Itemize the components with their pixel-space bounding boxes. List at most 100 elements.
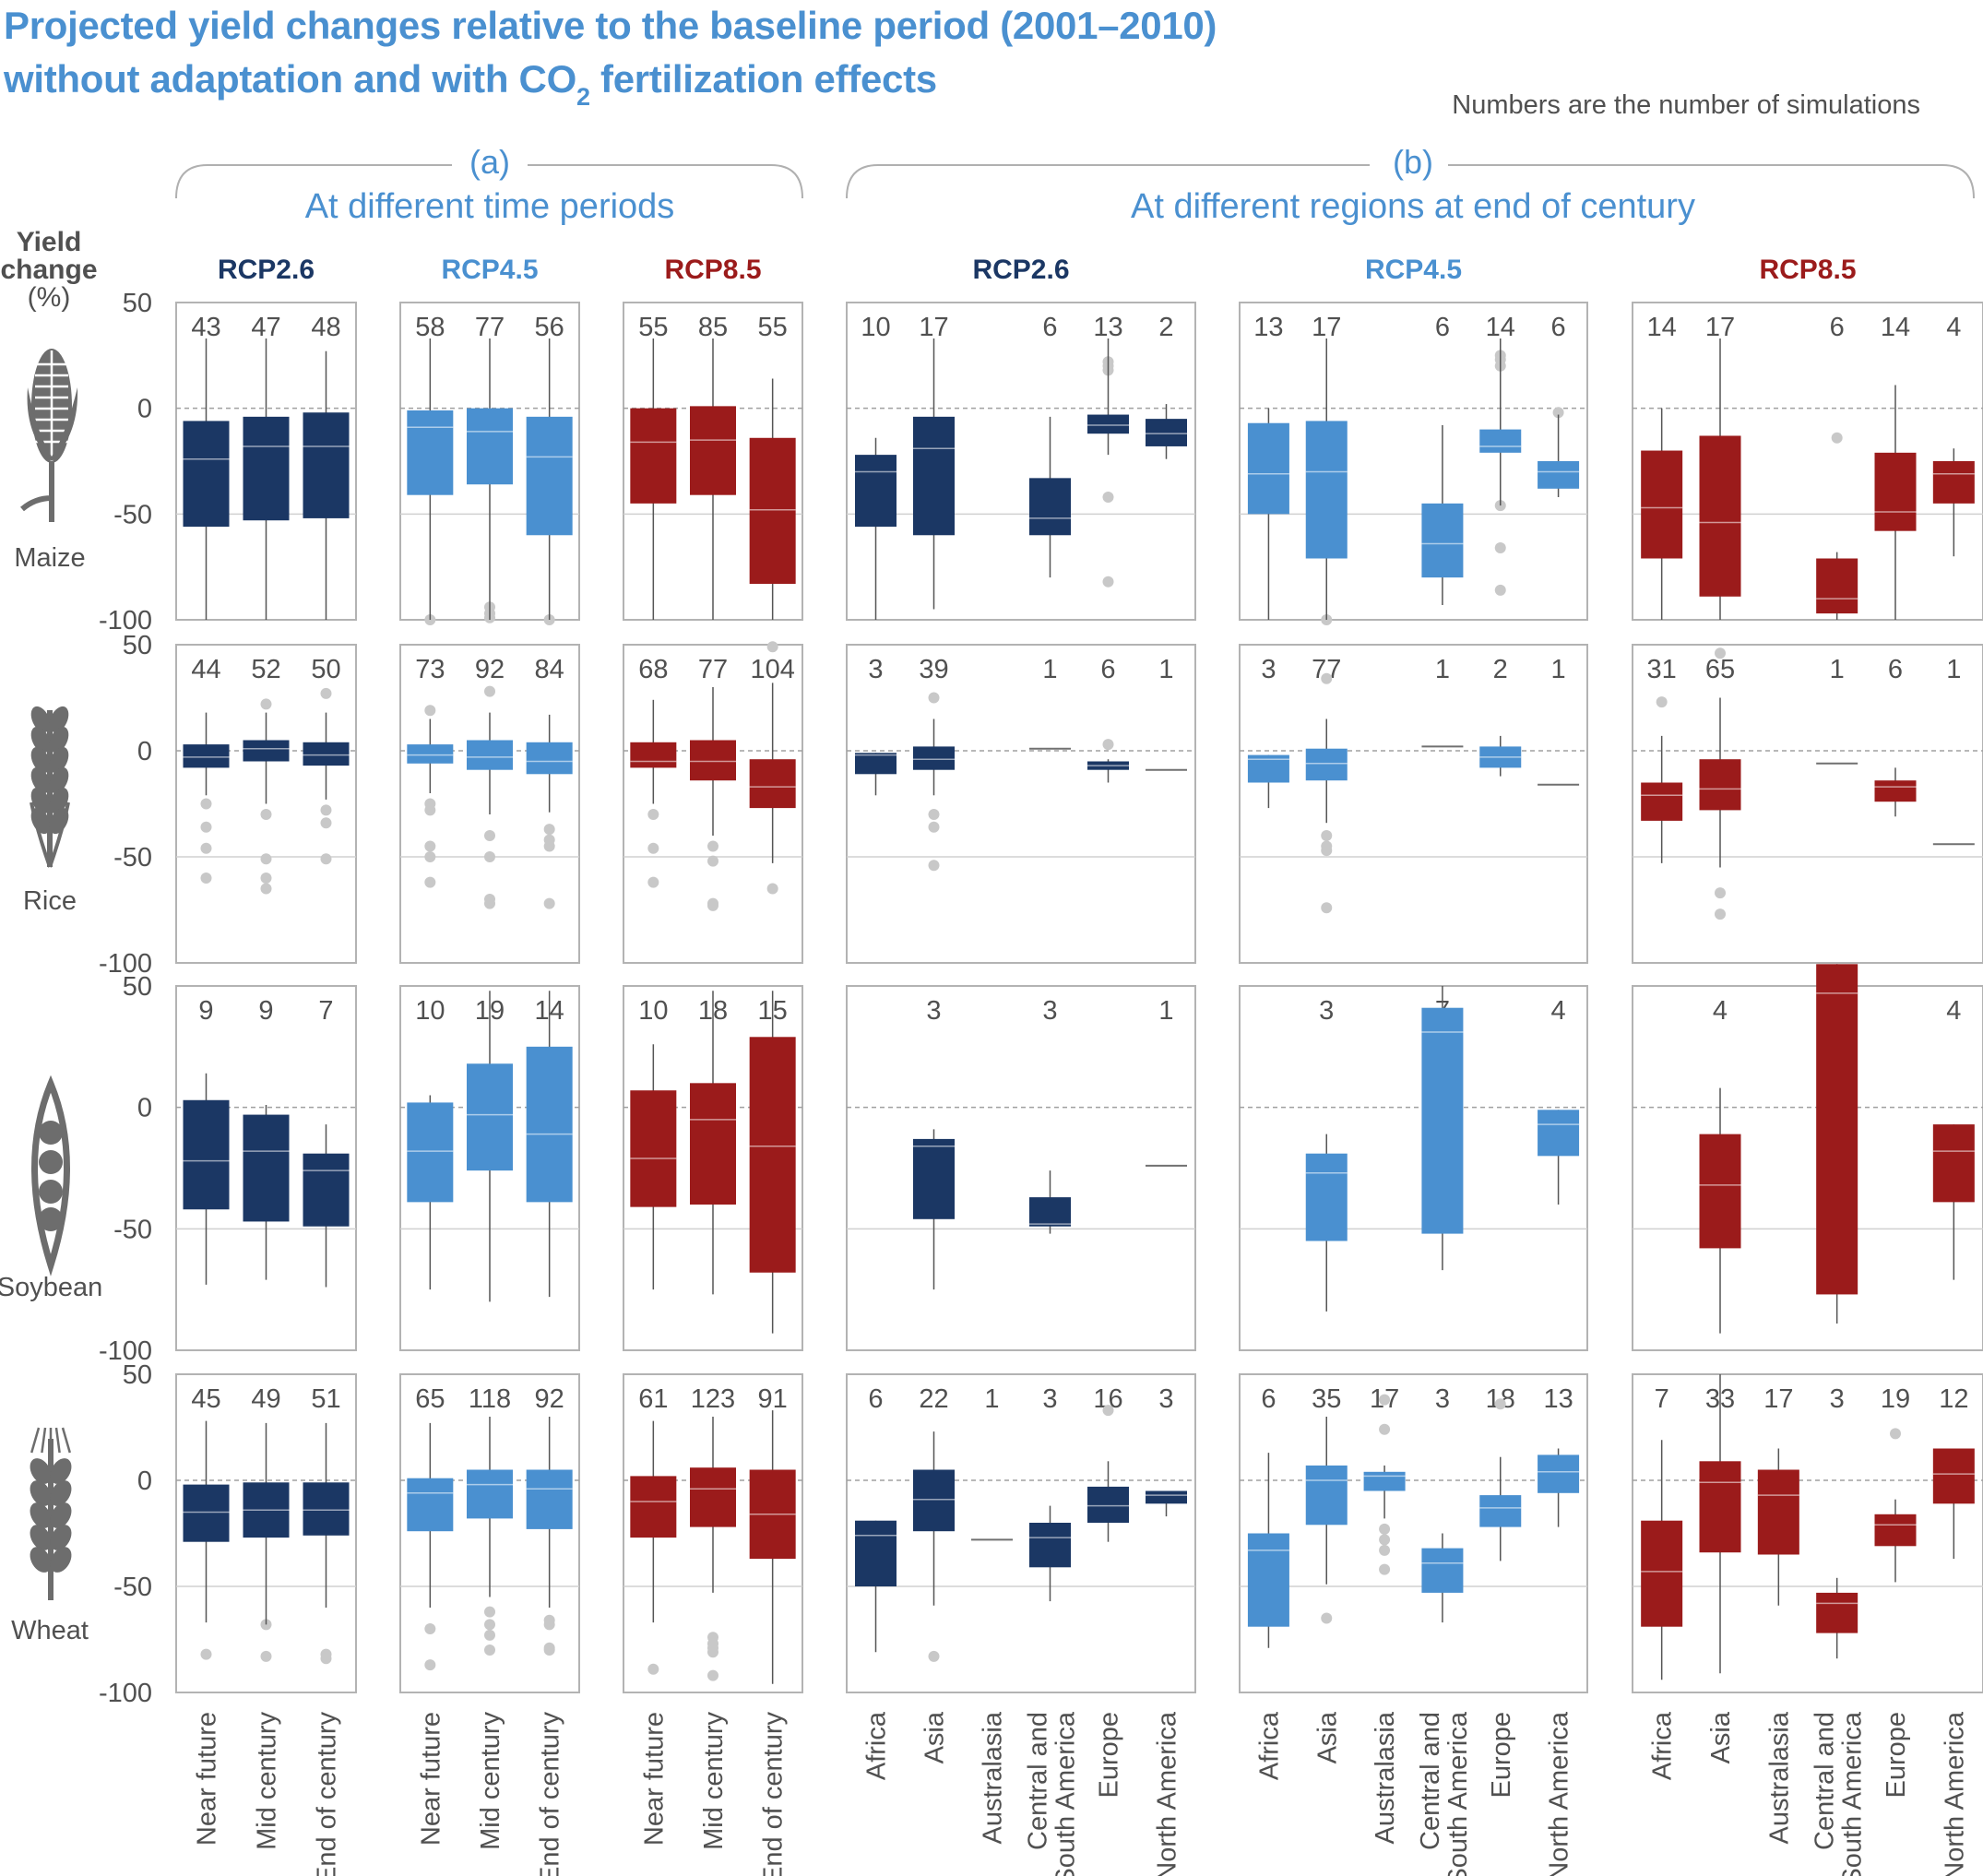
outlier-point bbox=[1102, 576, 1114, 588]
box bbox=[749, 437, 796, 585]
box bbox=[1641, 450, 1683, 559]
panel-maize-rcp45-periods: 58 77 56 bbox=[399, 302, 580, 625]
box bbox=[243, 740, 290, 762]
x-category-label: Mid century bbox=[476, 1712, 505, 1850]
x-category-label: Australasia bbox=[1371, 1711, 1400, 1844]
y-tick-label: 0 bbox=[137, 395, 152, 424]
outlier-point bbox=[200, 821, 212, 833]
outlier-point bbox=[543, 897, 555, 909]
box bbox=[407, 410, 454, 495]
box bbox=[913, 1469, 955, 1532]
simulation-count: 44 bbox=[191, 655, 220, 684]
box bbox=[1757, 1469, 1799, 1555]
y-tick-label: -100 bbox=[99, 949, 152, 979]
panel-rice-rcp85-regions: 31 65 1 6 1 bbox=[1632, 644, 1983, 964]
simulation-count: 14 bbox=[1881, 313, 1910, 342]
x-category-label: Africa bbox=[862, 1711, 892, 1780]
box bbox=[1247, 1533, 1289, 1627]
box bbox=[630, 1090, 677, 1207]
outlier-point bbox=[1321, 902, 1333, 914]
simulation-count: 56 bbox=[535, 313, 564, 342]
panel-b-label: At different regions at end of century bbox=[1131, 187, 1695, 226]
outlier-point bbox=[424, 1623, 436, 1634]
x-category-label: South America bbox=[1443, 1711, 1473, 1876]
rice-grain-right bbox=[49, 726, 69, 754]
outlier-point bbox=[1379, 1534, 1391, 1546]
outlier-point bbox=[1379, 1394, 1391, 1406]
scenario-header: RCP4.5 bbox=[1365, 255, 1462, 285]
y-tick-label: 0 bbox=[137, 1094, 152, 1123]
outlier-point bbox=[1379, 1544, 1391, 1556]
panel-soybean-rcp45-periods: 10 19 14 bbox=[399, 985, 580, 1351]
box bbox=[1421, 1007, 1464, 1234]
outlier-point bbox=[320, 1653, 332, 1665]
simulation-count: 1 bbox=[1830, 655, 1845, 684]
simulation-count: 61 bbox=[638, 1384, 668, 1414]
outlier-point bbox=[320, 687, 332, 699]
box bbox=[1874, 452, 1917, 531]
rice-icon bbox=[30, 706, 70, 868]
soybean-bean bbox=[39, 1207, 63, 1231]
y-tick-label: -100 bbox=[99, 1679, 152, 1708]
crop-label-maize: Maize bbox=[14, 543, 85, 573]
simulation-count: 17 bbox=[919, 313, 948, 342]
box bbox=[1305, 1153, 1348, 1241]
outlier-point bbox=[707, 840, 718, 852]
corn-leaf-right bbox=[52, 387, 78, 461]
box bbox=[1305, 748, 1348, 781]
outlier-point bbox=[260, 853, 272, 865]
simulation-count: 6 bbox=[1435, 313, 1450, 342]
outlier-point bbox=[1102, 739, 1114, 751]
outlier-point bbox=[766, 641, 778, 653]
simulation-count: 77 bbox=[475, 313, 505, 342]
simulation-count: 7 bbox=[1655, 1384, 1669, 1414]
panel-soybean-rcp45-regions: 374 bbox=[1239, 985, 1588, 1351]
outlier-point bbox=[1494, 542, 1506, 554]
x-category-label: Asia bbox=[1312, 1711, 1342, 1763]
outlier-point bbox=[484, 851, 495, 862]
outlier-point bbox=[424, 705, 436, 717]
simulation-count: 123 bbox=[691, 1384, 735, 1414]
outlier-point bbox=[320, 817, 332, 829]
box bbox=[1699, 759, 1741, 811]
x-category-label: Near future bbox=[416, 1712, 445, 1846]
simulation-count: 48 bbox=[311, 313, 340, 342]
outlier-point bbox=[424, 804, 436, 816]
panel-frame bbox=[1239, 985, 1588, 1351]
outlier-point bbox=[260, 809, 272, 820]
box bbox=[526, 742, 573, 775]
rice-grain-right bbox=[49, 787, 69, 814]
simulation-count-note: Numbers are the number of simulations bbox=[1452, 90, 1920, 120]
simulation-count: 65 bbox=[1705, 655, 1735, 684]
outlier-point bbox=[260, 873, 272, 884]
y-tick-label: -100 bbox=[99, 606, 152, 635]
outlier-point bbox=[928, 821, 940, 833]
simulation-count: 91 bbox=[758, 1384, 788, 1414]
simulation-count: 9 bbox=[258, 996, 273, 1026]
crop-label-rice: Rice bbox=[23, 886, 77, 916]
box bbox=[303, 1153, 350, 1227]
outlier-point bbox=[1102, 491, 1114, 503]
outlier-point bbox=[260, 883, 272, 895]
scenario-header: RCP2.6 bbox=[218, 255, 315, 285]
outlier-point bbox=[484, 1619, 495, 1631]
simulation-count: 17 bbox=[1705, 313, 1735, 342]
box bbox=[1699, 435, 1741, 597]
figure-title-line2: without adaptation and with CO2 fertiliz… bbox=[4, 57, 937, 111]
y-tick-label: -50 bbox=[113, 1215, 152, 1244]
box bbox=[855, 1520, 897, 1586]
panel-rice-rcp45-periods: 73 92 84 bbox=[399, 644, 580, 964]
simulation-count: 12 bbox=[1939, 1384, 1968, 1414]
box bbox=[1479, 1495, 1522, 1527]
outlier-point bbox=[1321, 845, 1333, 857]
outlier-point bbox=[707, 1669, 718, 1681]
box bbox=[467, 1063, 513, 1171]
simulation-count: 3 bbox=[1435, 1384, 1450, 1414]
panel-maize-rcp26-regions: 10 17 6 13 2 bbox=[846, 302, 1196, 621]
x-category-label: Asia bbox=[1706, 1711, 1736, 1763]
outlier-point bbox=[1494, 1398, 1506, 1410]
box bbox=[1479, 429, 1522, 453]
panel-wheat-rcp45-regions: 6351731813 bbox=[1239, 1373, 1588, 1693]
panel-soybean-rcp85-regions: 474 bbox=[1632, 964, 1983, 1351]
